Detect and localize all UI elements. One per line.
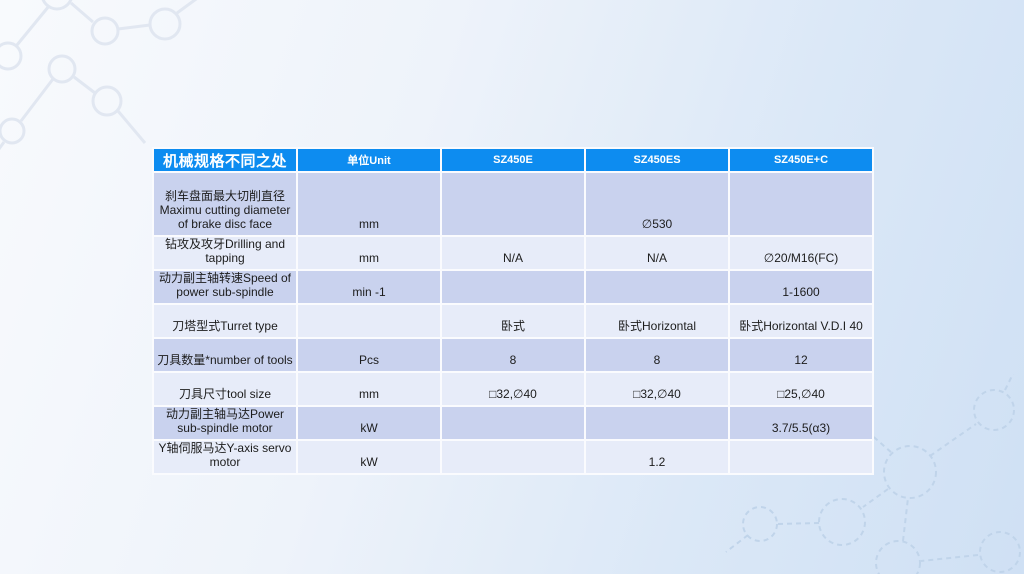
spec-value: 12 <box>728 337 874 374</box>
spec-value <box>584 269 730 306</box>
spec-value <box>584 405 730 442</box>
table-row-number-of-tools: 刀具数量*number of tools Pcs 8 8 12 <box>152 337 874 374</box>
spec-label: 钻攻及攻牙Drilling and tapping <box>152 234 298 272</box>
spec-value: 卧式 <box>440 303 586 340</box>
spec-comparison-table: 机械规格不同之处 单位Unit SZ450E SZ450ES SZ450E+C … <box>152 147 874 476</box>
spec-value <box>440 171 586 237</box>
spec-value <box>728 439 874 476</box>
column-header-sz450e-c: SZ450E+C <box>728 147 874 173</box>
spec-label: 刀具尺寸tool size <box>152 371 298 408</box>
spec-value: 卧式Horizontal V.D.I 40 <box>728 303 874 340</box>
table-row-turret-type: 刀塔型式Turret type 卧式 卧式Horizontal 卧式Horizo… <box>152 303 874 340</box>
spec-value: 卧式Horizontal <box>584 303 730 340</box>
spec-unit: min -1 <box>296 269 442 306</box>
spec-value: ∅20/M16(FC) <box>728 234 874 272</box>
spec-value: N/A <box>440 234 586 272</box>
column-header-title: 机械规格不同之处 <box>152 147 298 173</box>
spec-unit: mm <box>296 234 442 272</box>
spec-label: 动力副主轴马达Power sub-spindle motor <box>152 405 298 442</box>
spec-value: 1.2 <box>584 439 730 476</box>
spec-label: 刀具数量*number of tools <box>152 337 298 374</box>
column-header-unit: 单位Unit <box>296 147 442 173</box>
spec-label: 刹车盘面最大切削直径Maximu cutting diameter of bra… <box>152 171 298 237</box>
spec-value: 1-1600 <box>728 269 874 306</box>
spec-value: 8 <box>440 337 586 374</box>
column-header-sz450es: SZ450ES <box>584 147 730 173</box>
spec-unit <box>296 303 442 340</box>
spec-unit: Pcs <box>296 337 442 374</box>
spec-value: ∅530 <box>584 171 730 237</box>
spec-value <box>440 269 586 306</box>
spec-value: □32,∅40 <box>584 371 730 408</box>
table-row-subspindle-motor: 动力副主轴马达Power sub-spindle motor kW 3.7/5.… <box>152 405 874 442</box>
spec-label: Y轴伺服马达Y-axis servo motor <box>152 439 298 476</box>
table-header-row: 机械规格不同之处 单位Unit SZ450E SZ450ES SZ450E+C <box>152 147 874 173</box>
spec-value: 8 <box>584 337 730 374</box>
table-row-tool-size: 刀具尺寸tool size mm □32,∅40 □32,∅40 □25,∅40 <box>152 371 874 408</box>
spec-value: N/A <box>584 234 730 272</box>
spec-value <box>440 439 586 476</box>
spec-value: 3.7/5.5(α3) <box>728 405 874 442</box>
spec-label: 刀塔型式Turret type <box>152 303 298 340</box>
spec-unit: kW <box>296 405 442 442</box>
spec-unit: kW <box>296 439 442 476</box>
spec-label: 动力副主轴转速Speed of power sub-spindle <box>152 269 298 306</box>
table-row-drilling-tapping: 钻攻及攻牙Drilling and tapping mm N/A N/A ∅20… <box>152 234 874 272</box>
spec-unit: mm <box>296 171 442 237</box>
column-header-sz450e: SZ450E <box>440 147 586 173</box>
table-row-brake-disc: 刹车盘面最大切削直径Maximu cutting diameter of bra… <box>152 171 874 237</box>
spec-value: □25,∅40 <box>728 371 874 408</box>
table-row-subspindle-speed: 动力副主轴转速Speed of power sub-spindle min -1… <box>152 269 874 306</box>
table-row-yaxis-servo-motor: Y轴伺服马达Y-axis servo motor kW 1.2 <box>152 439 874 476</box>
spec-value: □32,∅40 <box>440 371 586 408</box>
spec-value <box>440 405 586 442</box>
spec-unit: mm <box>296 371 442 408</box>
spec-value <box>728 171 874 237</box>
